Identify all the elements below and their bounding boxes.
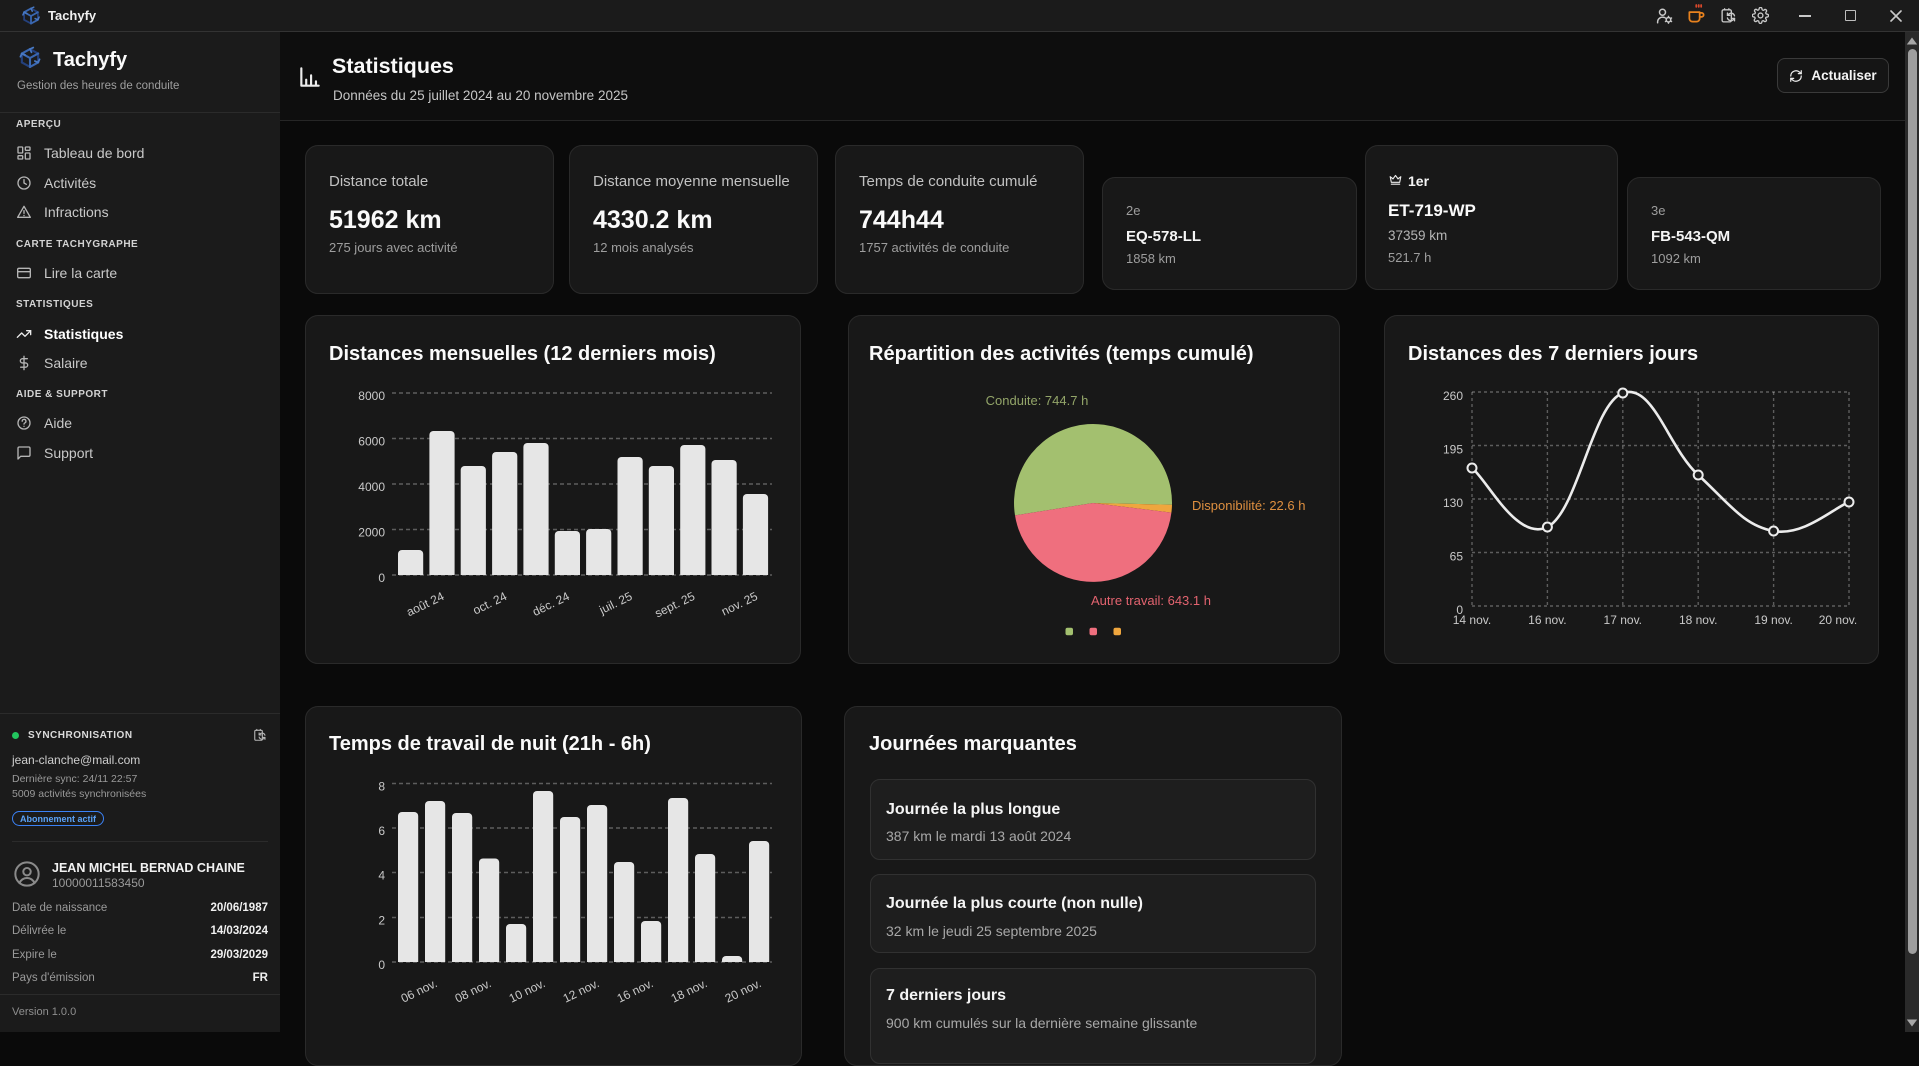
svg-text:06 nov.: 06 nov. xyxy=(399,976,440,1005)
svg-text:0: 0 xyxy=(1456,603,1463,617)
svg-text:Conduite: 744.7 h: Conduite: 744.7 h xyxy=(986,393,1089,408)
svg-text:4: 4 xyxy=(378,869,385,883)
svg-text:juil. 25: juil. 25 xyxy=(596,589,635,617)
svg-text:19 nov.: 19 nov. xyxy=(1754,613,1792,627)
svg-text:08 nov.: 08 nov. xyxy=(453,976,494,1005)
svg-text:195: 195 xyxy=(1443,443,1463,457)
svg-text:260: 260 xyxy=(1443,389,1463,403)
svg-text:déc. 24: déc. 24 xyxy=(530,589,572,619)
svg-text:nov. 25: nov. 25 xyxy=(719,589,760,619)
svg-text:6: 6 xyxy=(378,824,385,838)
svg-text:Autre travail: 643.1 h: Autre travail: 643.1 h xyxy=(1091,593,1211,608)
svg-text:12 nov.: 12 nov. xyxy=(561,976,602,1005)
svg-text:2: 2 xyxy=(378,914,385,928)
svg-text:8000: 8000 xyxy=(358,389,385,403)
svg-text:18 nov.: 18 nov. xyxy=(669,976,710,1005)
svg-text:65: 65 xyxy=(1450,550,1464,564)
svg-text:0: 0 xyxy=(378,571,385,585)
svg-text:16 nov.: 16 nov. xyxy=(1528,613,1566,627)
svg-text:130: 130 xyxy=(1443,496,1463,510)
svg-text:20 nov.: 20 nov. xyxy=(723,976,764,1005)
svg-text:Disponibilité: 22.6 h: Disponibilité: 22.6 h xyxy=(1192,498,1305,513)
svg-text:14 nov.: 14 nov. xyxy=(1453,613,1491,627)
svg-text:sept. 25: sept. 25 xyxy=(653,589,698,620)
svg-text:17 nov.: 17 nov. xyxy=(1604,613,1642,627)
svg-text:10 nov.: 10 nov. xyxy=(507,976,548,1005)
svg-text:2000: 2000 xyxy=(358,526,385,540)
svg-text:août 24: août 24 xyxy=(404,589,446,619)
svg-text:oct. 24: oct. 24 xyxy=(470,589,509,618)
svg-text:8: 8 xyxy=(378,780,385,794)
svg-text:18 nov.: 18 nov. xyxy=(1679,613,1717,627)
svg-text:4000: 4000 xyxy=(358,480,385,494)
svg-text:6000: 6000 xyxy=(358,435,385,449)
svg-text:16 nov.: 16 nov. xyxy=(615,976,656,1005)
svg-text:0: 0 xyxy=(378,958,385,972)
svg-text:20 nov.: 20 nov. xyxy=(1819,613,1857,627)
